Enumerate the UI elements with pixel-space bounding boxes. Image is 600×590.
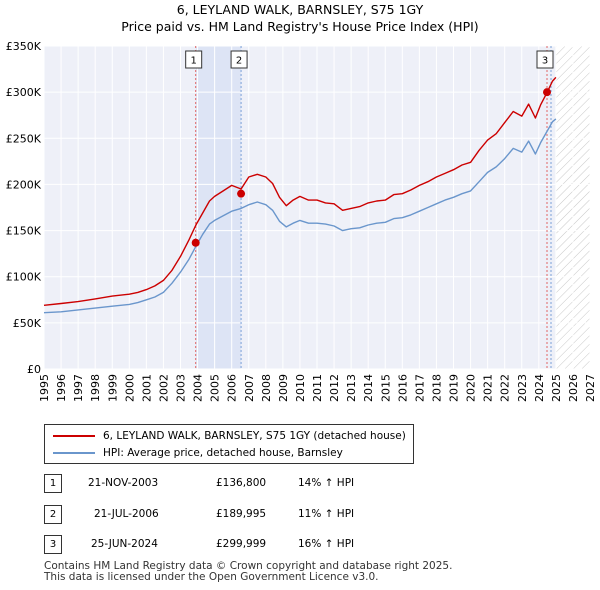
legend-swatch-hpi [53,452,95,454]
x-tick-label: 2011 [311,374,324,402]
x-tick-label: 1997 [72,374,85,402]
sale-price: £299,999 [216,538,267,550]
x-tick-label: 2019 [448,374,461,402]
footer-line-2: This data is licensed under the Open Gov… [44,571,379,583]
sale-label-box [536,50,554,69]
x-tick-label: 2010 [294,374,307,402]
x-tick-label: 2023 [516,374,529,402]
x-tick-label: 2016 [396,374,409,402]
x-tick-label: 2026 [567,374,580,402]
y-tick-label: £0 [27,363,41,376]
legend-swatch-property [53,435,95,437]
hpi-series-line [43,118,557,314]
y-tick-label: £300K [6,86,42,99]
x-tick-label: 2007 [243,374,256,402]
legend-label-hpi: HPI: Average price, detached house, Barn… [103,447,343,459]
sale-number-box: 1 [44,474,62,493]
x-tick-label: 1996 [55,374,68,402]
x-tick-label: 2017 [413,374,426,402]
sale-label-text: 1 [190,56,196,67]
highlight-band [195,46,242,369]
property-series-line [43,76,557,306]
x-tick-label: 1999 [106,374,119,402]
sale-date: 25-JUN-2024 [91,538,158,550]
y-tick-label: £100K [6,271,42,284]
chart-title: 6, LEYLAND WALK, BARNSLEY, S75 1GY [176,2,424,17]
x-tick-label: 2022 [499,374,512,402]
footer-attribution: Contains HM Land Registry data © Crown c… [44,561,452,583]
legend-label-property: 6, LEYLAND WALK, BARNSLEY, S75 1GY (deta… [103,430,406,442]
sale-number-box: 2 [44,505,62,524]
sale-label-text: 2 [236,56,242,67]
x-tick-label: 2012 [328,374,341,402]
sale-point [237,189,246,198]
x-tick-label: 2020 [465,374,478,402]
sale-hpi-change: 16% ↑ HPI [298,538,355,550]
x-tick-label: 2006 [226,374,239,402]
sale-number-box: 3 [44,535,62,554]
x-tick-label: 1995 [38,374,51,402]
chart-legend: 6, LEYLAND WALK, BARNSLEY, S75 1GY (deta… [44,424,414,464]
y-tick-label: £250K [6,132,42,145]
y-tick-label: £50K [13,317,42,330]
y-tick-label: £200K [6,178,42,191]
x-tick-label: 2005 [209,374,222,402]
x-tick-label: 2013 [345,374,358,402]
footer-line-1: Contains HM Land Registry data © Crown c… [44,560,453,572]
x-tick-label: 2004 [192,374,205,402]
x-tick-label: 2014 [362,374,375,402]
sale-label-text: 3 [542,56,548,67]
sale-point [543,88,552,97]
x-tick-label: 2021 [482,374,495,402]
x-tick-label: 1998 [89,374,102,402]
x-tick-label: 2008 [260,374,273,402]
sale-date: 21-JUL-2006 [94,508,159,520]
chart-subtitle: Price paid vs. HM Land Registry's House … [121,19,479,34]
sale-hpi-change: 11% ↑ HPI [298,508,355,520]
x-tick-label: 2027 [584,374,597,402]
x-tick-label: 2025 [550,374,563,402]
sale-label-box [230,50,248,69]
x-tick-label: 2003 [175,374,188,402]
x-tick-label: 2000 [123,374,136,402]
x-tick-label: 2024 [533,374,546,402]
price-chart: 1 2 3 1995 1996 1997 1998 1999 2000 2001 2002 2003… [6,40,597,402]
sale-point [191,238,200,247]
sale-price: £136,800 [216,477,267,489]
x-tick-label: 2018 [430,374,443,402]
y-tick-label: £150K [6,225,42,238]
y-tick-label: £350K [6,40,42,53]
sale-price: £189,995 [216,508,267,520]
sale-hpi-change: 14% ↑ HPI [298,477,355,489]
x-tick-label: 2002 [157,374,170,402]
sale-date: 21-NOV-2003 [88,477,159,489]
sale-label-box [185,50,203,69]
x-tick-label: 2001 [140,374,153,402]
x-tick-label: 2009 [277,374,290,402]
x-tick-label: 2015 [379,374,392,402]
